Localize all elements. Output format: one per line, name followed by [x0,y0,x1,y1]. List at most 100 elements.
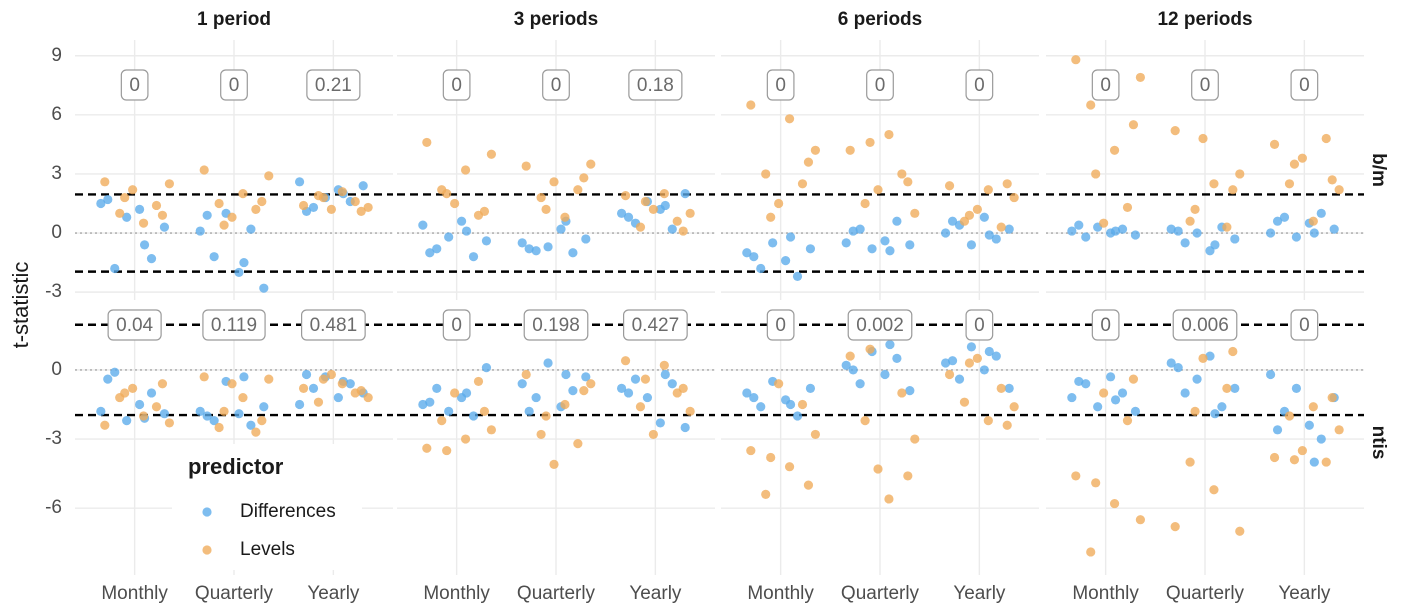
annotation-label: 0.006 [1181,315,1229,336]
point [1297,153,1307,163]
y-tick-label: 0 [51,222,62,243]
point [264,374,274,384]
point [1217,402,1227,412]
point [746,100,756,110]
x-tick-label: Monthly [423,583,490,604]
point [1327,392,1337,403]
point [848,226,858,236]
point [805,383,816,393]
point [885,339,895,350]
point [214,198,224,209]
point [655,418,665,428]
point [855,379,865,389]
point [1185,457,1195,467]
point [1205,351,1215,361]
point [298,200,309,211]
point [774,198,784,209]
x-tick-label: Monthly [747,583,814,604]
point [257,196,267,207]
point [991,351,1001,361]
point [1222,383,1232,393]
point [473,376,484,387]
point [239,257,249,268]
point [897,388,907,398]
annotation-box [847,309,913,341]
point [122,212,132,222]
point [219,406,229,416]
point [785,232,796,242]
point [549,459,559,469]
point [944,181,955,191]
annotation-label: 0 [1100,315,1111,336]
annotation-label: 0.119 [211,315,257,336]
panel: 0 0.198 0.427 [397,309,715,575]
point [358,181,368,191]
point [350,196,360,207]
point [1284,179,1295,189]
point [803,480,814,490]
point [1166,224,1176,234]
point [1308,216,1318,226]
point [479,406,490,416]
point [1086,547,1096,557]
point [996,222,1006,232]
point [678,383,688,393]
point [450,388,460,398]
annotation-box [220,69,248,101]
point [579,386,589,396]
point [573,185,583,195]
point [780,256,791,266]
point [543,358,553,368]
annotation-box [1091,69,1120,101]
point [517,238,527,248]
point [865,137,875,148]
point [1272,425,1283,435]
point [444,232,454,242]
point [749,252,759,262]
point [1321,133,1331,144]
annotation-box [766,309,795,341]
point [214,422,224,433]
point [1192,374,1202,384]
point [128,383,138,393]
point [195,226,205,236]
point [746,445,756,456]
point [903,177,913,187]
point [660,369,670,380]
point [660,200,670,211]
point [1166,358,1176,368]
annotation-box [1172,309,1238,341]
point [298,383,309,393]
point [164,179,175,189]
point [96,406,106,416]
panel: 0 0 0 [721,40,1039,300]
point [972,353,982,363]
point [110,263,120,274]
y-tick-label: -6 [45,497,62,518]
point [841,360,851,370]
point [785,399,796,410]
point [1279,212,1290,222]
annotation-box [623,309,688,341]
point [326,204,336,214]
point [1228,346,1238,357]
point [845,351,855,361]
point [202,210,212,220]
point [425,248,435,258]
annotation-box [120,69,149,101]
point [556,224,566,234]
point [867,244,877,254]
annotation-label: 0 [229,75,240,96]
point [1210,240,1220,250]
point [792,411,803,421]
point [579,173,589,183]
legend-swatch [202,507,212,517]
point [521,161,531,171]
point [1173,363,1183,373]
annotation-label: 0 [129,75,140,96]
point [1109,498,1120,509]
point [1309,457,1319,467]
legend-label: Levels [240,539,295,560]
panel: 0 0.006 0 [1046,309,1364,575]
